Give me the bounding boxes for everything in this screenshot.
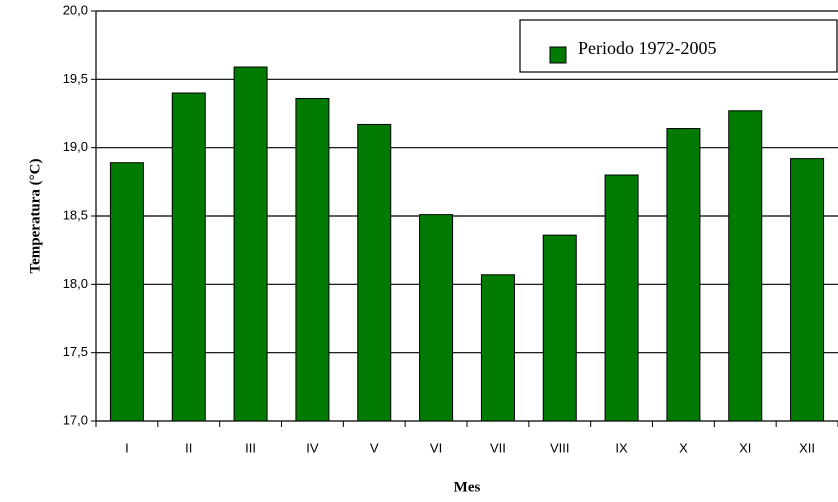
x-tick-label: X xyxy=(679,440,688,455)
bar xyxy=(604,174,639,422)
x-tick-label: I xyxy=(125,440,129,455)
bar xyxy=(295,97,330,422)
bar xyxy=(666,128,701,422)
bar xyxy=(357,123,392,422)
bar xyxy=(171,92,206,422)
bar xyxy=(542,234,577,422)
x-tick-label: VI xyxy=(430,440,442,455)
y-tick-label: 17,0 xyxy=(63,412,88,427)
x-tick-label: XII xyxy=(799,440,815,455)
y-tick-label: 17,5 xyxy=(63,344,88,359)
x-tick-label: V xyxy=(370,440,379,455)
y-tick-label: 18,5 xyxy=(63,207,88,222)
x-tick-label: III xyxy=(245,440,256,455)
y-tick-label: 18,0 xyxy=(63,276,88,291)
x-tick-label: XI xyxy=(739,440,751,455)
x-axis-title: Mes xyxy=(454,479,481,495)
x-tick-label: IX xyxy=(615,440,628,455)
x-tick-label: IV xyxy=(306,440,319,455)
y-tick-label: 19,5 xyxy=(63,71,88,86)
bar xyxy=(419,214,454,422)
x-tick-label: II xyxy=(185,440,192,455)
y-axis-title: Temperatura (°C) xyxy=(27,158,43,273)
x-tick-label: VII xyxy=(490,440,506,455)
bar xyxy=(109,162,144,422)
bar xyxy=(790,158,825,422)
bar xyxy=(728,110,763,422)
legend-swatch xyxy=(549,46,567,64)
x-tick-label: VIII xyxy=(550,440,570,455)
legend-box xyxy=(519,19,838,73)
bar xyxy=(480,274,515,422)
bar xyxy=(233,66,268,422)
y-tick-label: 19,0 xyxy=(63,139,88,154)
y-tick-label: 20,0 xyxy=(63,2,88,17)
legend-label: Periodo 1972-2005 xyxy=(578,38,717,58)
